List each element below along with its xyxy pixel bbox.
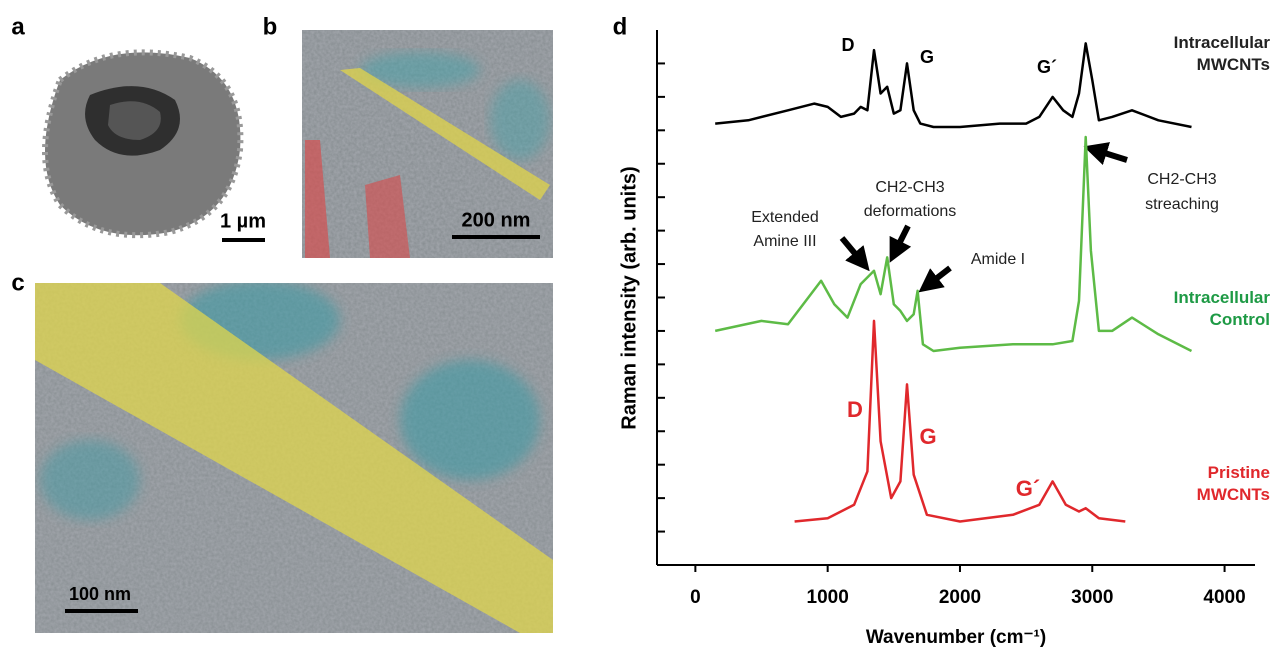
series-line <box>714 135 1193 353</box>
annotation: D <box>847 397 863 422</box>
tem-image-b <box>302 30 553 258</box>
series-label: Pristine MWCNTs <box>1196 463 1270 504</box>
x-tick-label: 1000 <box>807 587 849 608</box>
annotation: G <box>920 47 934 67</box>
x-tick-label: 3000 <box>1071 587 1113 608</box>
panel-letter: a <box>11 13 25 40</box>
scale-label: 200 nm <box>462 209 531 231</box>
cell-image <box>42 49 244 239</box>
y-axis-title: Raman intensity (arb. units) <box>618 166 640 429</box>
annotation: streaching <box>1145 196 1219 213</box>
series-label: Intracellular Control <box>1173 288 1270 329</box>
panel-letter: d <box>613 13 628 40</box>
scale-label: 100 nm <box>69 584 131 604</box>
tem-image-c <box>35 283 553 633</box>
annotation: D <box>842 35 855 55</box>
panel-letter: c <box>11 269 24 296</box>
arrows <box>839 142 1128 293</box>
annotation: G´ <box>1016 476 1040 501</box>
x-tick-label: 2000 <box>939 587 981 608</box>
annotation: G´ <box>1037 57 1057 77</box>
annotation: CH2-CH3 <box>1147 171 1216 188</box>
series-line <box>715 42 1192 129</box>
annotation: deformations <box>864 203 957 220</box>
x-tick-label: 4000 <box>1203 587 1245 608</box>
x-tick-label: 0 <box>690 587 701 608</box>
annotation: Amine III <box>753 233 816 250</box>
series-label: Intracellular MWCNTs <box>1173 33 1270 74</box>
annotation: Amide I <box>971 251 1025 268</box>
annotation: CH2-CH3 <box>875 179 944 196</box>
x-axis-title: Wavenumber (cm⁻¹) <box>866 627 1046 648</box>
scale-label: 1 µm <box>220 210 266 232</box>
annotation: G <box>919 424 936 449</box>
panel-letter: b <box>263 13 278 40</box>
annotation: Extended <box>751 209 819 226</box>
series-line <box>794 319 1126 523</box>
